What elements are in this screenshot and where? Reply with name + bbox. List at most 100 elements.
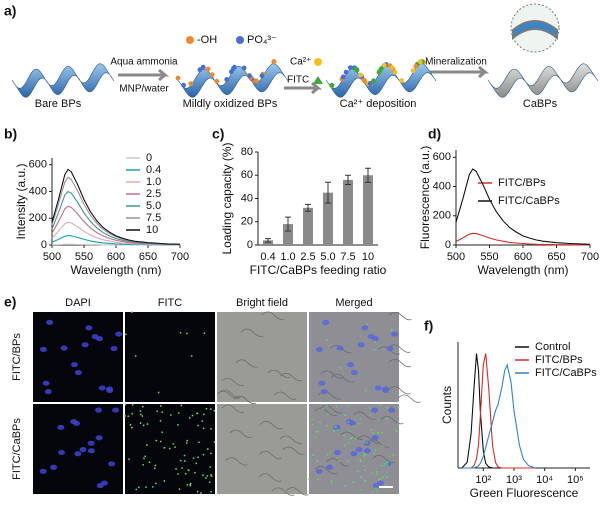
nucleus	[95, 335, 103, 342]
stage-label: Mildly oxidized BPs	[183, 98, 278, 110]
fitc-spot	[201, 420, 204, 423]
x-tick-label: 1.0	[280, 251, 295, 263]
x-axis-label: Green Fluorescence	[470, 486, 579, 500]
nucleus	[363, 448, 371, 454]
error-bar	[345, 174, 351, 186]
fitc-spot	[376, 470, 378, 473]
fitc-spot	[326, 453, 329, 456]
nucleus	[57, 424, 65, 430]
fitc-spot	[359, 459, 362, 461]
fitc-spot	[130, 311, 133, 314]
fitc-spot	[319, 421, 321, 424]
fitc-label: FITC	[287, 75, 309, 86]
y-axis-label: Counts	[440, 386, 454, 424]
fitc-spot	[157, 391, 160, 394]
cell-outline	[259, 450, 282, 460]
fitc-spot	[366, 323, 368, 326]
ca-icon	[314, 58, 322, 66]
particle	[367, 81, 373, 86]
x-tick-label: 2.5	[300, 251, 315, 263]
nucleus	[361, 325, 369, 331]
error-bar	[285, 216, 291, 232]
cell-outline	[388, 358, 412, 368]
fitc-spot	[156, 410, 159, 413]
fitc-spot	[154, 464, 157, 467]
y-tick-label: 200	[433, 210, 451, 222]
fitc-spot	[187, 469, 190, 471]
fitc-spot	[362, 455, 365, 457]
panel-label: f)	[424, 318, 433, 334]
fitc-spot	[184, 472, 187, 475]
fitc-spot	[206, 475, 209, 477]
bar	[303, 207, 313, 245]
panel-label: a)	[4, 3, 16, 19]
step3-label: Mineralization	[425, 57, 487, 68]
fitc-spot	[163, 480, 166, 482]
nucleus	[108, 461, 116, 467]
fitc-spot	[364, 454, 367, 456]
stage-label: CaBPs	[523, 98, 558, 110]
fitc-spot	[190, 355, 193, 357]
fitc-spot	[155, 439, 158, 442]
fitc-spot	[363, 465, 366, 468]
cell-outline	[229, 429, 252, 438]
x-axis-label: Wavelength (nm)	[71, 263, 162, 277]
sheet	[11, 63, 115, 98]
fitc-spot	[197, 456, 199, 459]
fitc-spot	[385, 483, 387, 486]
fitc-spot	[177, 473, 179, 475]
fitc-spot	[384, 462, 386, 465]
stage-label: Bare BPs	[35, 98, 82, 110]
fitc-spot	[374, 341, 377, 344]
x-tick-label: 550	[480, 251, 498, 263]
fitc-spot	[308, 478, 311, 481]
legend-label: 2.5	[146, 188, 161, 200]
fitc-spot	[181, 467, 184, 469]
fitc-spot	[148, 461, 151, 464]
arrow	[284, 81, 323, 95]
fitc-spot	[325, 424, 328, 427]
y-tick-label: 0	[247, 239, 253, 251]
nucleus	[355, 446, 363, 453]
micrograph	[33, 404, 123, 494]
fitc-spot	[159, 440, 162, 443]
fitc-spot	[141, 415, 144, 417]
fitc-spot	[174, 446, 176, 449]
fitc-spot	[161, 431, 164, 434]
cell-outline	[320, 370, 343, 379]
fitc-spot	[180, 404, 183, 407]
y-tick-label: 40	[241, 192, 253, 204]
x-tick-label: 650	[139, 251, 157, 263]
particle	[254, 78, 259, 84]
fitc-spot	[146, 423, 149, 425]
fitc-spot	[352, 481, 355, 483]
cell-outline	[389, 311, 412, 321]
fitc-spot	[205, 407, 208, 410]
oh-icon	[186, 36, 194, 44]
fitc-spot	[344, 444, 347, 447]
fitc-spot	[139, 410, 142, 412]
fitc-spot	[161, 411, 164, 414]
cell-outline	[331, 374, 354, 383]
fitc-spot	[179, 459, 182, 462]
particle	[214, 78, 220, 84]
fitc-spot	[375, 487, 377, 490]
y-tick-label: 400	[29, 185, 47, 197]
y-axis-label: Loading capacity (%)	[220, 142, 234, 254]
nucleus	[388, 407, 396, 413]
fitc-spot	[206, 448, 209, 450]
fitc-spot	[202, 453, 205, 456]
legend-oh: -OH	[197, 34, 217, 46]
fitc-spot	[154, 482, 157, 485]
fitc-spot	[385, 417, 388, 420]
y-tick-label: 80	[241, 146, 253, 158]
nucleus	[95, 407, 103, 413]
nucleus	[346, 362, 354, 368]
legend-label: FITC/BPs	[535, 354, 583, 366]
fitc-spot	[183, 454, 186, 457]
fitc-spot	[314, 436, 317, 439]
nucleus	[74, 451, 82, 457]
x-tick-label: 10²	[475, 474, 491, 486]
fitc-spot	[344, 484, 347, 487]
